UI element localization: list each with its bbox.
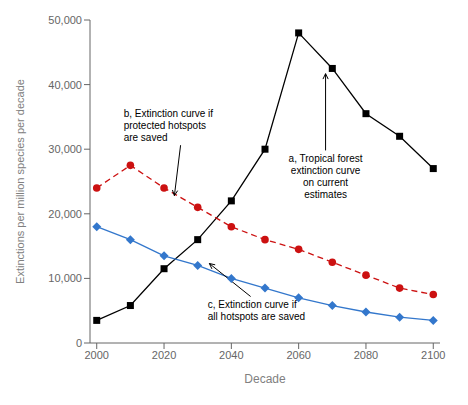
- svg-text:b, Extinction curve ifprotecte: b, Extinction curve ifprotected hotspots…: [124, 108, 214, 143]
- svg-text:c, Extinction curve ifall hots: c, Extinction curve ifall hotspots are s…: [208, 299, 305, 322]
- svg-text:2040: 2040: [219, 349, 243, 361]
- svg-text:2080: 2080: [354, 349, 378, 361]
- svg-text:a, Tropical forestextinction c: a, Tropical forestextinction curveon cur…: [289, 153, 363, 200]
- svg-text:2000: 2000: [84, 349, 108, 361]
- svg-text:50,000: 50,000: [48, 14, 82, 26]
- svg-text:40,000: 40,000: [48, 79, 82, 91]
- svg-text:2020: 2020: [152, 349, 176, 361]
- svg-text:0: 0: [76, 337, 82, 349]
- svg-text:20,000: 20,000: [48, 208, 82, 220]
- svg-text:10,000: 10,000: [48, 272, 82, 284]
- svg-text:Decade: Decade: [244, 372, 286, 386]
- svg-text:2100: 2100: [421, 349, 445, 361]
- svg-text:30,000: 30,000: [48, 143, 82, 155]
- svg-text:Extinctions per million specie: Extinctions per million species per deca…: [14, 79, 26, 284]
- svg-text:2060: 2060: [286, 349, 310, 361]
